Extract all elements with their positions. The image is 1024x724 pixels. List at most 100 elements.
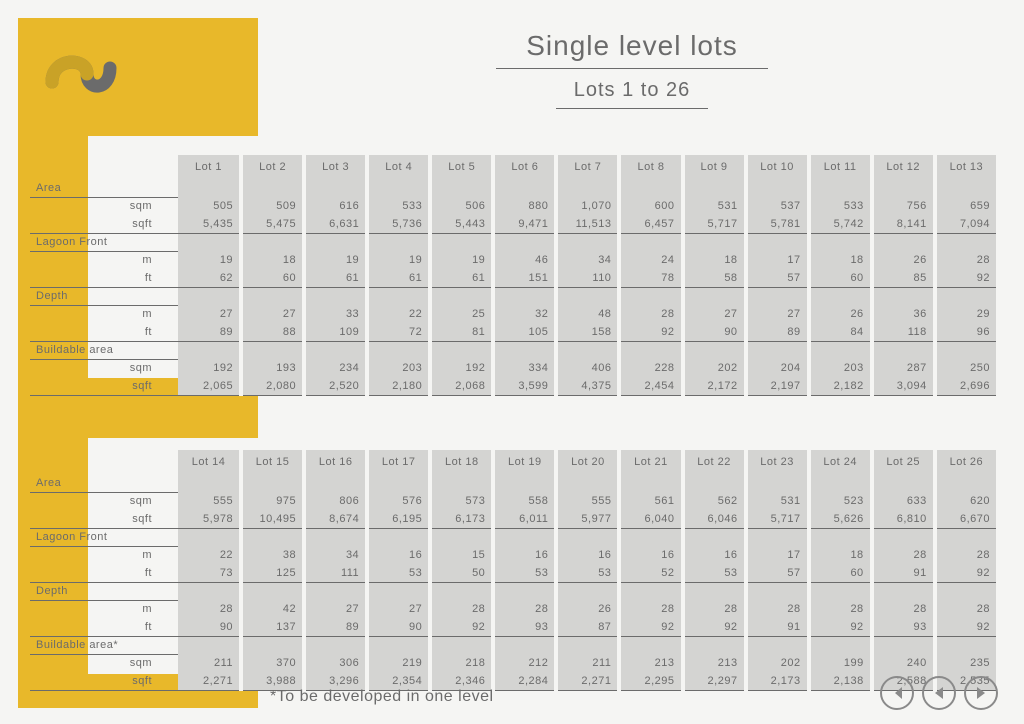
table-cell: 87 [556, 618, 619, 636]
table-cell: 533 [809, 197, 872, 215]
page-header: Single level lots Lots 1 to 26 [280, 30, 984, 109]
table-cell: 211 [556, 654, 619, 672]
nav-first-button[interactable] [880, 676, 914, 710]
table-cell: 5,717 [746, 510, 809, 528]
table-cell: 61 [430, 269, 493, 287]
table-cell: 60 [809, 269, 872, 287]
table-cell: 92 [619, 323, 682, 341]
table-cell: 92 [683, 618, 746, 636]
table-cell: 561 [619, 492, 682, 510]
table-cell: 633 [872, 492, 935, 510]
table-cell: 6,670 [935, 510, 998, 528]
table-cell: 27 [304, 600, 367, 618]
table-cell: 555 [178, 492, 241, 510]
table-cell: 537 [746, 197, 809, 215]
table-cell [367, 341, 430, 359]
table-cell: 531 [746, 492, 809, 510]
table-cell [304, 287, 367, 305]
table-cell: 27 [683, 305, 746, 323]
table-cell: 91 [872, 564, 935, 582]
table-cell [367, 233, 430, 251]
table-cell: 213 [683, 654, 746, 672]
table-cell: 28 [872, 600, 935, 618]
table-cell: 61 [304, 269, 367, 287]
table-cell [683, 474, 746, 492]
table-cell: 306 [304, 654, 367, 672]
table-cell: 16 [556, 546, 619, 564]
table-cell: 2,172 [683, 377, 746, 395]
table-cell: 16 [493, 546, 556, 564]
table-cell [809, 287, 872, 305]
nav-next-button[interactable] [964, 676, 998, 710]
table-cell: 38 [241, 546, 304, 564]
table-cell: 105 [493, 323, 556, 341]
table-cell: 3,599 [493, 377, 556, 395]
unit-label: sqft [30, 377, 178, 395]
table-cell: 806 [304, 492, 367, 510]
lot-header: Lot 13 [935, 155, 998, 179]
table-cell [935, 341, 998, 359]
table-cell [746, 287, 809, 305]
table-cell [493, 474, 556, 492]
lot-header: Lot 10 [746, 155, 809, 179]
table-cell [367, 287, 430, 305]
section-row: Buildable area [30, 341, 998, 359]
table-cell: 9,471 [493, 215, 556, 233]
lot-header: Lot 17 [367, 450, 430, 474]
section-row: Lagoon Front [30, 233, 998, 251]
table-cell: 26 [872, 251, 935, 269]
table-header-row: Lot 14Lot 15Lot 16Lot 17Lot 18Lot 19Lot … [30, 450, 998, 474]
section-label: Area [30, 179, 178, 197]
table-cell: 6,810 [872, 510, 935, 528]
table-cell: 506 [430, 197, 493, 215]
table-row: sqft2,2713,9883,2962,3542,3462,2842,2712… [30, 672, 998, 690]
table-cell [619, 528, 682, 546]
table-cell [430, 179, 493, 197]
table-cell [241, 528, 304, 546]
table-cell [556, 341, 619, 359]
table-cell: 16 [683, 546, 746, 564]
table-row: m27273322253248282727263629 [30, 305, 998, 323]
lot-header: Lot 15 [241, 450, 304, 474]
table-cell [178, 528, 241, 546]
table-cell [935, 287, 998, 305]
table-cell [556, 582, 619, 600]
table-cell: 72 [367, 323, 430, 341]
table-cell: 5,742 [809, 215, 872, 233]
table-cell: 250 [935, 359, 998, 377]
table-cell [683, 528, 746, 546]
nav-prev-button[interactable] [922, 676, 956, 710]
lot-header: Lot 8 [619, 155, 682, 179]
table-cell: 1,070 [556, 197, 619, 215]
table-cell: 2,173 [746, 672, 809, 690]
table-cell [304, 528, 367, 546]
table-row: ft898810972811051589290898411896 [30, 323, 998, 341]
table-cell: 92 [619, 618, 682, 636]
table-cell: 15 [430, 546, 493, 564]
table-cell: 3,094 [872, 377, 935, 395]
table-cell [304, 582, 367, 600]
table-cell: 620 [935, 492, 998, 510]
table-cell [683, 287, 746, 305]
table-cell: 28 [746, 600, 809, 618]
section-row: Area [30, 179, 998, 197]
table-cell: 19 [304, 251, 367, 269]
table-cell [367, 582, 430, 600]
table-cell: 880 [493, 197, 556, 215]
table-cell [304, 636, 367, 654]
table-cell: 29 [935, 305, 998, 323]
table-cell: 36 [872, 305, 935, 323]
lot-header: Lot 22 [683, 450, 746, 474]
table-row: sqft5,4355,4756,6315,7365,4439,47111,513… [30, 215, 998, 233]
table-cell: 5,736 [367, 215, 430, 233]
table-cell [178, 636, 241, 654]
section-label: Depth [30, 582, 178, 600]
lot-header: Lot 9 [683, 155, 746, 179]
table-cell: 616 [304, 197, 367, 215]
table-cell: 32 [493, 305, 556, 323]
table-cell: 16 [619, 546, 682, 564]
table-cell [872, 179, 935, 197]
lot-header: Lot 3 [304, 155, 367, 179]
table-cell: 28 [872, 546, 935, 564]
table-cell: 53 [493, 564, 556, 582]
